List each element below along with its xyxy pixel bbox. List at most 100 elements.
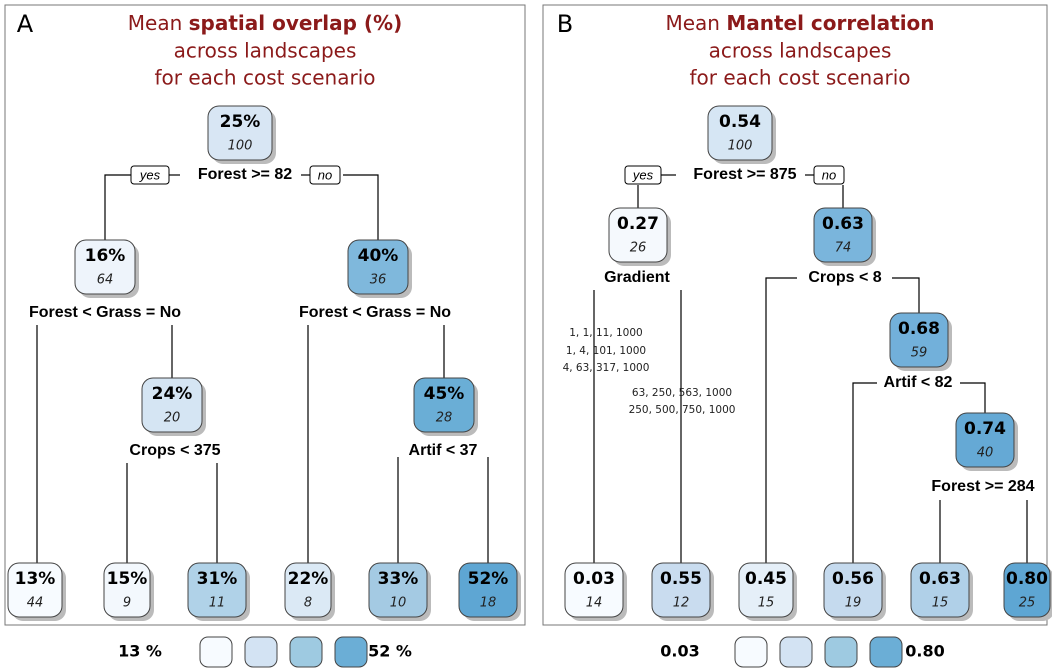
edge — [960, 382, 986, 413]
node-count: 14 — [586, 596, 603, 611]
node — [347, 239, 409, 295]
title-bold: Mantel correlation — [726, 11, 934, 35]
node-value: 0.74 — [964, 419, 1006, 439]
annotation: 250, 500, 750, 1000 — [629, 404, 736, 416]
node-count: 20 — [164, 411, 181, 426]
node — [813, 207, 873, 263]
annotation: 4, 63, 317, 1000 — [563, 362, 650, 374]
node — [7, 562, 63, 618]
node-value: 40% — [358, 246, 399, 266]
edge — [852, 382, 877, 563]
node — [103, 562, 151, 618]
node — [910, 562, 970, 618]
split-label: Forest < Grass = No — [299, 304, 451, 321]
legend-swatch — [779, 636, 813, 668]
split-label: Artif < 37 — [409, 442, 478, 459]
legend-min: 13 % — [118, 642, 162, 661]
legend-swatch — [824, 636, 858, 668]
node-value: 45% — [424, 384, 465, 404]
legend-max: 0.80 — [905, 642, 944, 661]
node-count: 15 — [932, 596, 949, 611]
node-count: 64 — [97, 273, 114, 288]
node-value: 0.63 — [822, 214, 864, 234]
edge — [343, 174, 379, 241]
annotation: 1, 1, 11, 1000 — [569, 327, 642, 339]
panel-subtitle: across landscapes — [174, 39, 357, 63]
node-value: 0.03 — [573, 569, 615, 589]
panel-frame — [542, 4, 1048, 626]
node-value: 24% — [152, 384, 193, 404]
node-count: 44 — [27, 596, 44, 611]
node — [707, 105, 773, 161]
node-count: 59 — [911, 346, 928, 361]
node — [74, 239, 136, 295]
node-count: 12 — [673, 596, 690, 611]
node — [1003, 562, 1051, 618]
no-label: no — [822, 167, 836, 182]
node-value: 0.54 — [719, 112, 761, 132]
node-value: 0.55 — [660, 569, 702, 589]
panel-title: Mean Mantel correlation — [665, 11, 934, 35]
split-label: Crops < 375 — [129, 442, 220, 459]
legend-swatch — [869, 636, 903, 668]
legend-swatch — [734, 636, 768, 668]
node-value: 0.27 — [617, 214, 659, 234]
node — [823, 562, 883, 618]
yes-label: yes — [139, 167, 161, 182]
panel-letter: B — [557, 10, 573, 38]
panel-subtitle: for each cost scenario — [155, 66, 376, 90]
edge — [892, 277, 920, 313]
split-label: Forest >= 82 — [198, 166, 292, 183]
split-label: Crops < 8 — [808, 269, 881, 286]
node — [207, 105, 273, 161]
node-value: 33% — [378, 569, 419, 589]
legend-swatch — [289, 636, 323, 668]
node-count: 100 — [228, 139, 253, 154]
annotation: 1, 4, 101, 1000 — [566, 345, 646, 357]
legend-swatch — [334, 636, 368, 668]
node-value: 0.80 — [1006, 569, 1048, 589]
legend-max: 52 % — [368, 642, 412, 661]
split-label: Artif < 82 — [884, 374, 953, 391]
node — [284, 562, 332, 618]
node-count: 9 — [123, 596, 131, 611]
node-value: 15% — [107, 569, 148, 589]
node-count: 15 — [758, 596, 775, 611]
node-value: 22% — [288, 569, 329, 589]
node-count: 25 — [1019, 596, 1036, 611]
split-label: Forest < Grass = No — [29, 304, 181, 321]
yes-label: yes — [632, 167, 654, 182]
node-value: 25% — [220, 112, 261, 132]
node-count: 18 — [480, 596, 497, 611]
panel-frame — [4, 4, 526, 626]
no-box — [813, 165, 845, 185]
node — [141, 377, 203, 433]
node-value: 0.56 — [832, 569, 874, 589]
node-count: 10 — [390, 596, 407, 611]
node — [955, 412, 1015, 468]
node-count: 26 — [630, 241, 647, 256]
title-prefix: Mean — [665, 11, 720, 35]
panel-letter: A — [17, 10, 34, 38]
node-value: 52% — [468, 569, 509, 589]
legend-swatch — [199, 636, 233, 668]
split-label: Forest >= 875 — [693, 166, 796, 183]
yes-box — [130, 165, 170, 185]
no-label: no — [318, 167, 332, 182]
yes-box — [624, 165, 662, 185]
node-count: 28 — [436, 411, 453, 426]
title-bold: spatial overlap (%) — [189, 11, 403, 35]
node-value: 0.68 — [898, 319, 940, 339]
node-count: 100 — [728, 139, 753, 154]
node — [889, 312, 949, 368]
node-value: 31% — [197, 569, 238, 589]
node — [368, 562, 428, 618]
node-count: 11 — [209, 596, 226, 611]
node-count: 36 — [370, 273, 387, 288]
node — [187, 562, 247, 618]
panel-subtitle: for each cost scenario — [690, 66, 911, 90]
node-value: 13% — [15, 569, 56, 589]
node — [458, 562, 518, 618]
node-value: 0.63 — [919, 569, 961, 589]
